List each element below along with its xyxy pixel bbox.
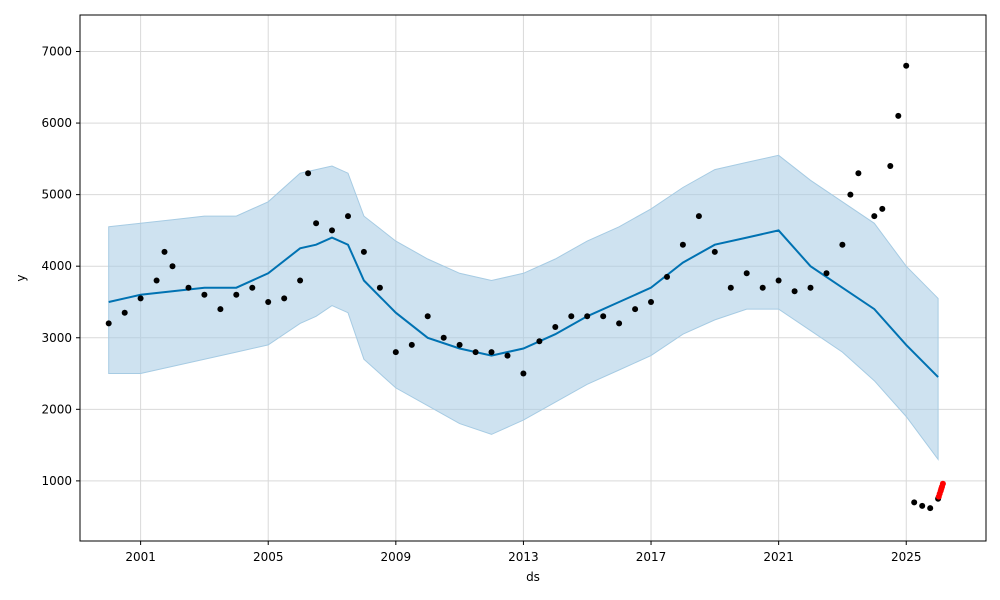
observed-point: [791, 288, 798, 295]
observed-point: [807, 284, 814, 291]
observed-point: [759, 284, 766, 291]
x-axis-ticks: 2001 2005 2009 2013 2017 2021 2025: [125, 541, 922, 564]
observed-point: [584, 313, 591, 320]
observed-point: [137, 295, 144, 302]
x-tick-label: 2001: [125, 550, 156, 564]
observed-point: [568, 313, 575, 320]
observed-point: [169, 263, 176, 270]
observed-point: [376, 284, 383, 291]
observed-point: [520, 370, 527, 377]
observed-point: [727, 284, 734, 291]
observed-point: [504, 352, 511, 359]
observed-point: [911, 499, 918, 506]
plot-frame: [79, 14, 987, 542]
x-tick-label: 2021: [763, 550, 794, 564]
observed-point: [472, 349, 479, 356]
highlighted-points-group: [935, 480, 946, 500]
y-tick-label: 3000: [41, 331, 72, 345]
observed-point: [249, 284, 256, 291]
observed-point: [153, 277, 160, 284]
observed-point: [408, 341, 415, 348]
observed-point: [895, 112, 902, 119]
observed-point: [329, 227, 335, 234]
observed-point: [305, 170, 312, 177]
observed-point: [217, 306, 224, 313]
observed-point: [823, 270, 830, 277]
observed-point: [927, 505, 934, 512]
x-tick-label: 2025: [891, 550, 922, 564]
observed-point: [887, 163, 894, 169]
x-tick-label: 2017: [636, 550, 667, 564]
observed-point: [440, 334, 447, 341]
observed-point: [345, 213, 351, 220]
observed-point: [552, 324, 559, 330]
observed-point: [233, 291, 240, 298]
observed-point: [360, 248, 367, 255]
observed-point: [313, 220, 320, 227]
observed-point: [105, 320, 112, 327]
y-tick-label: 7000: [41, 44, 72, 58]
observed-point: [488, 349, 495, 356]
observed-point: [297, 277, 304, 284]
observed-point: [664, 273, 670, 280]
uncertainty-band: [108, 154, 939, 461]
forecast-line-group: [108, 229, 939, 378]
observed-point: [201, 291, 208, 298]
observed-point: [265, 299, 272, 305]
observed-point: [281, 295, 288, 302]
highlighted-point: [939, 480, 946, 487]
observed-point: [392, 349, 399, 356]
y-axis-label: y: [14, 274, 28, 281]
observed-point: [903, 62, 910, 69]
observed-point: [536, 338, 543, 345]
x-tick-label: 2009: [381, 550, 412, 564]
observed-point: [648, 299, 654, 305]
y-tick-label: 1000: [41, 474, 72, 488]
observed-point: [456, 341, 463, 348]
observed-point: [847, 191, 854, 198]
observed-point: [871, 213, 878, 220]
forecast-line: [108, 229, 939, 378]
observed-point: [121, 309, 128, 316]
observed-point: [839, 241, 846, 248]
observed-point: [695, 213, 702, 220]
x-axis-label: ds: [526, 570, 540, 584]
y-tick-label: 5000: [41, 188, 72, 202]
observed-point: [679, 241, 686, 248]
x-tick-label: 2005: [253, 550, 284, 564]
observed-point: [775, 277, 782, 284]
y-axis-ticks: 1000 2000 3000 4000 5000 6000 7000: [41, 44, 80, 488]
observed-point: [616, 320, 623, 327]
observed-point: [711, 248, 718, 255]
y-tick-label: 6000: [41, 116, 72, 130]
observed-point: [743, 270, 750, 277]
observed-point: [919, 502, 926, 509]
y-tick-label: 2000: [41, 402, 72, 416]
x-tick-label: 2013: [508, 550, 539, 564]
y-tick-label: 4000: [41, 259, 72, 273]
observed-point: [879, 205, 886, 212]
observed-point: [185, 284, 192, 291]
observed-point: [855, 170, 862, 177]
observed-point: [600, 313, 607, 320]
observed-point: [632, 306, 639, 313]
uncertainty-band-group: [108, 154, 939, 461]
observed-point: [424, 313, 431, 320]
observed-point: [161, 248, 168, 255]
